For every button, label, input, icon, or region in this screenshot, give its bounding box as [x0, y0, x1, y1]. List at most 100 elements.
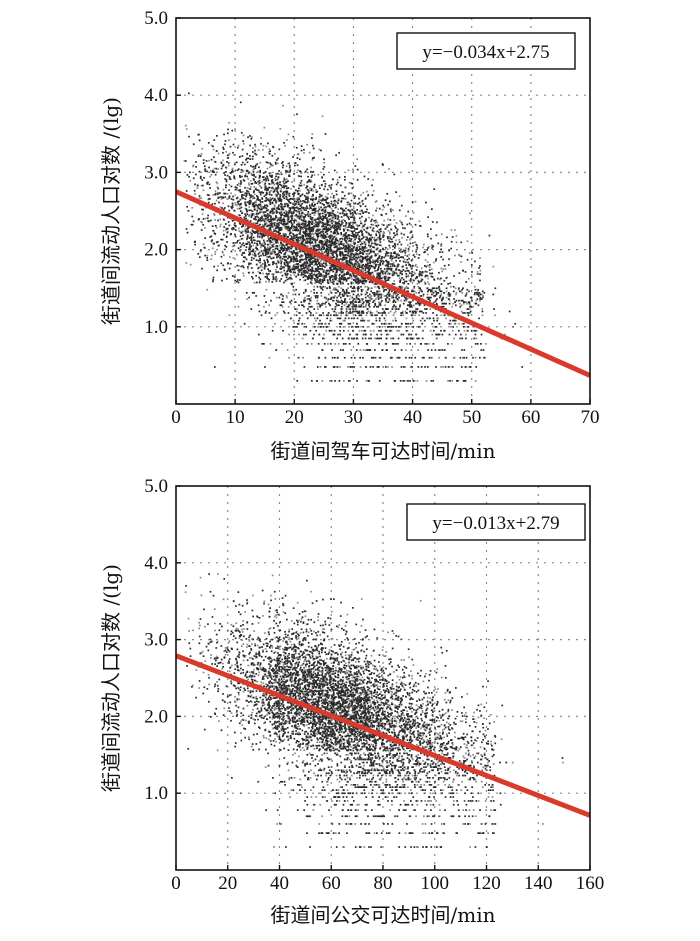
scatter-point: [333, 169, 336, 172]
scatter-point: [281, 343, 283, 345]
scatter-point: [432, 329, 435, 332]
scatter-point: [331, 222, 333, 225]
scatter-point: [378, 287, 381, 290]
scatter-point: [316, 257, 318, 260]
scatter-point: [378, 263, 380, 266]
scatter-point: [256, 247, 258, 250]
scatter-point: [346, 201, 349, 204]
scatter-point: [313, 295, 316, 297]
scatter-point: [288, 270, 291, 273]
scatter-point: [237, 247, 240, 250]
scatter-point: [388, 260, 390, 263]
scatter-point: [322, 269, 324, 271]
scatter-point: [267, 236, 269, 239]
scatter-point: [213, 167, 216, 170]
scatter-point: [295, 227, 298, 230]
scatter-point: [368, 242, 370, 244]
scatter-point: [212, 242, 215, 245]
scatter-point: [315, 223, 317, 226]
scatter-point: [291, 232, 293, 234]
scatter-point: [289, 231, 292, 234]
scatter-point: [332, 276, 334, 278]
scatter-point: [432, 343, 435, 345]
scatter-point: [339, 238, 341, 240]
scatter-point: [241, 237, 244, 240]
scatter-point: [244, 207, 247, 210]
scatter-point: [336, 255, 339, 258]
scatter-point: [311, 223, 314, 225]
scatter-point: [384, 278, 386, 280]
scatter-point: [374, 264, 377, 266]
scatter-point: [257, 170, 259, 173]
scatter-point: [311, 267, 313, 269]
scatter-point: [356, 228, 359, 230]
scatter-point: [306, 171, 309, 174]
scatter-point: [328, 247, 331, 249]
scatter-point: [322, 224, 324, 227]
scatter-point: [316, 263, 319, 266]
scatter-point: [399, 356, 401, 359]
scatter-point: [331, 278, 334, 281]
scatter-point: [263, 219, 266, 221]
scatter-point: [206, 182, 208, 184]
scatter-point: [281, 246, 283, 249]
scatter-point: [274, 239, 276, 242]
scatter-point: [384, 304, 386, 307]
scatter-point: [290, 235, 292, 237]
scatter-point: [477, 292, 480, 294]
scatter-point: [295, 146, 298, 149]
scatter-point: [374, 356, 377, 359]
scatter-point: [461, 299, 464, 302]
scatter-point: [365, 231, 368, 234]
scatter-point: [280, 184, 283, 187]
scatter-point: [333, 280, 335, 283]
scatter-point: [352, 304, 354, 307]
scatter-point: [303, 218, 306, 221]
scatter-point: [356, 278, 358, 280]
scatter-point: [368, 216, 370, 219]
scatter-point: [382, 276, 384, 279]
scatter-point: [241, 243, 243, 246]
scatter-point: [331, 214, 334, 217]
scatter-point: [318, 333, 320, 336]
scatter-point: [191, 215, 194, 218]
scatter-point: [407, 380, 409, 382]
scatter-point: [268, 249, 271, 252]
scatter-point: [252, 257, 255, 260]
scatter-point: [239, 203, 241, 206]
scatter-point: [370, 223, 373, 226]
scatter-point: [214, 233, 217, 235]
scatter-point: [376, 243, 379, 246]
scatter-point: [382, 247, 384, 250]
scatter-point: [332, 366, 335, 368]
scatter-point: [252, 155, 254, 158]
scatter-point: [280, 268, 283, 270]
scatter-point: [343, 214, 345, 217]
scatter-point: [220, 198, 223, 200]
scatter-point: [392, 209, 394, 211]
scatter-point: [298, 225, 301, 228]
scatter-point: [479, 299, 481, 302]
scatter-point: [379, 249, 382, 251]
scatter-point: [316, 222, 319, 225]
scatter-point: [249, 135, 251, 137]
scatter-point: [351, 259, 353, 261]
scatter-point: [285, 212, 288, 215]
scatter-point: [471, 275, 473, 278]
scatter-point: [375, 293, 377, 296]
scatter-point: [296, 252, 299, 255]
scatter-point: [322, 219, 324, 222]
scatter-point: [428, 296, 431, 299]
scatter-point: [283, 185, 285, 188]
scatter-point: [406, 343, 408, 345]
scatter-point: [419, 326, 422, 328]
scatter-point: [196, 184, 199, 187]
scatter-point: [414, 314, 416, 317]
scatter-point: [407, 250, 410, 252]
scatter-point: [291, 211, 294, 213]
scatter-point: [251, 241, 253, 244]
scatter-point: [377, 277, 380, 280]
scatter-point: [229, 256, 231, 258]
scatter-point: [405, 267, 408, 269]
scatter-point: [228, 152, 231, 155]
